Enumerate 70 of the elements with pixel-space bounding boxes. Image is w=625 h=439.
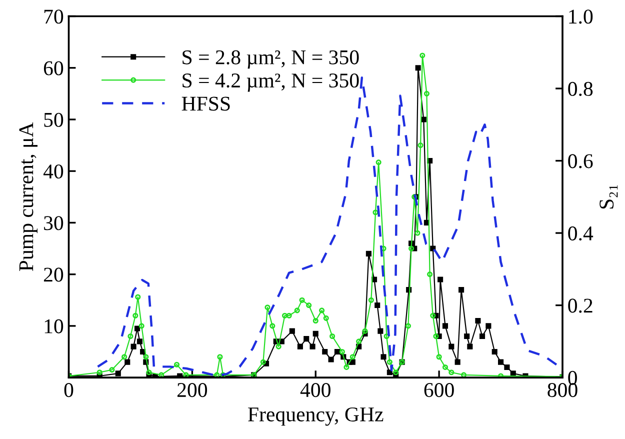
y2-tick-label: 0.2 <box>568 298 592 313</box>
x-tick-label: 400 <box>300 383 330 398</box>
legend-label: HFSS <box>182 96 230 111</box>
point <box>319 308 325 314</box>
point <box>138 323 144 329</box>
y-tick-label: 10 <box>44 319 64 334</box>
x-tick-label: 0 <box>64 383 74 398</box>
point <box>448 370 454 376</box>
x-axis-title: Frequency, GHz <box>248 407 384 426</box>
point <box>146 370 152 376</box>
point <box>294 308 300 314</box>
point <box>312 318 318 324</box>
point <box>436 354 442 360</box>
point <box>306 302 312 308</box>
point <box>96 370 102 376</box>
point <box>132 312 138 318</box>
point <box>143 354 149 360</box>
point <box>286 312 292 318</box>
legend-label: S = 4.2 µm², N = 350 <box>182 73 359 92</box>
point <box>276 344 282 350</box>
point <box>362 328 368 334</box>
y-tick-label: 30 <box>44 216 64 230</box>
point <box>376 160 382 166</box>
y2-tick-label: 0.4 <box>568 226 594 241</box>
point <box>299 297 305 303</box>
point <box>260 359 266 365</box>
legend-label: S = 2.8 µm², N = 350 <box>182 50 359 69</box>
point <box>135 294 141 300</box>
y-tick-label: 50 <box>44 112 64 127</box>
point <box>174 362 180 368</box>
point <box>433 333 439 340</box>
point <box>368 297 374 303</box>
point <box>264 304 270 310</box>
x-tick-label: 600 <box>424 383 454 398</box>
y-tick-label: 60 <box>44 61 64 76</box>
point <box>418 142 424 148</box>
point <box>424 90 430 96</box>
point <box>442 364 448 370</box>
y2-tick-label: 0.6 <box>568 154 593 168</box>
point <box>339 348 345 355</box>
y2-tick-label: 0.8 <box>568 82 593 96</box>
point <box>384 333 390 340</box>
x-tick-label: 200 <box>177 383 208 398</box>
point <box>323 315 329 321</box>
point <box>122 354 128 360</box>
point <box>408 246 414 252</box>
point <box>386 359 392 365</box>
y-tick-label: 20 <box>44 268 64 282</box>
y2-tick-label: 1.0 <box>569 10 593 24</box>
y-tick-label: 40 <box>43 164 64 179</box>
x-tick-label: 800 <box>548 383 578 398</box>
point <box>430 312 436 318</box>
y2-axis-title: S₂₁ <box>600 185 618 209</box>
point <box>344 364 350 370</box>
point <box>372 210 378 216</box>
point <box>420 52 426 58</box>
point <box>270 323 276 329</box>
point <box>109 367 115 373</box>
point <box>427 272 433 278</box>
y2-tick-label: 0 <box>568 370 577 385</box>
point <box>414 230 420 236</box>
point <box>393 370 399 376</box>
point <box>350 354 356 360</box>
y-axis-title: Pump current, μA <box>19 122 38 272</box>
point <box>128 333 134 340</box>
point <box>330 333 336 340</box>
y-tick-label: 70 <box>44 10 64 24</box>
point <box>405 323 411 329</box>
point <box>356 338 362 344</box>
point <box>217 354 223 360</box>
